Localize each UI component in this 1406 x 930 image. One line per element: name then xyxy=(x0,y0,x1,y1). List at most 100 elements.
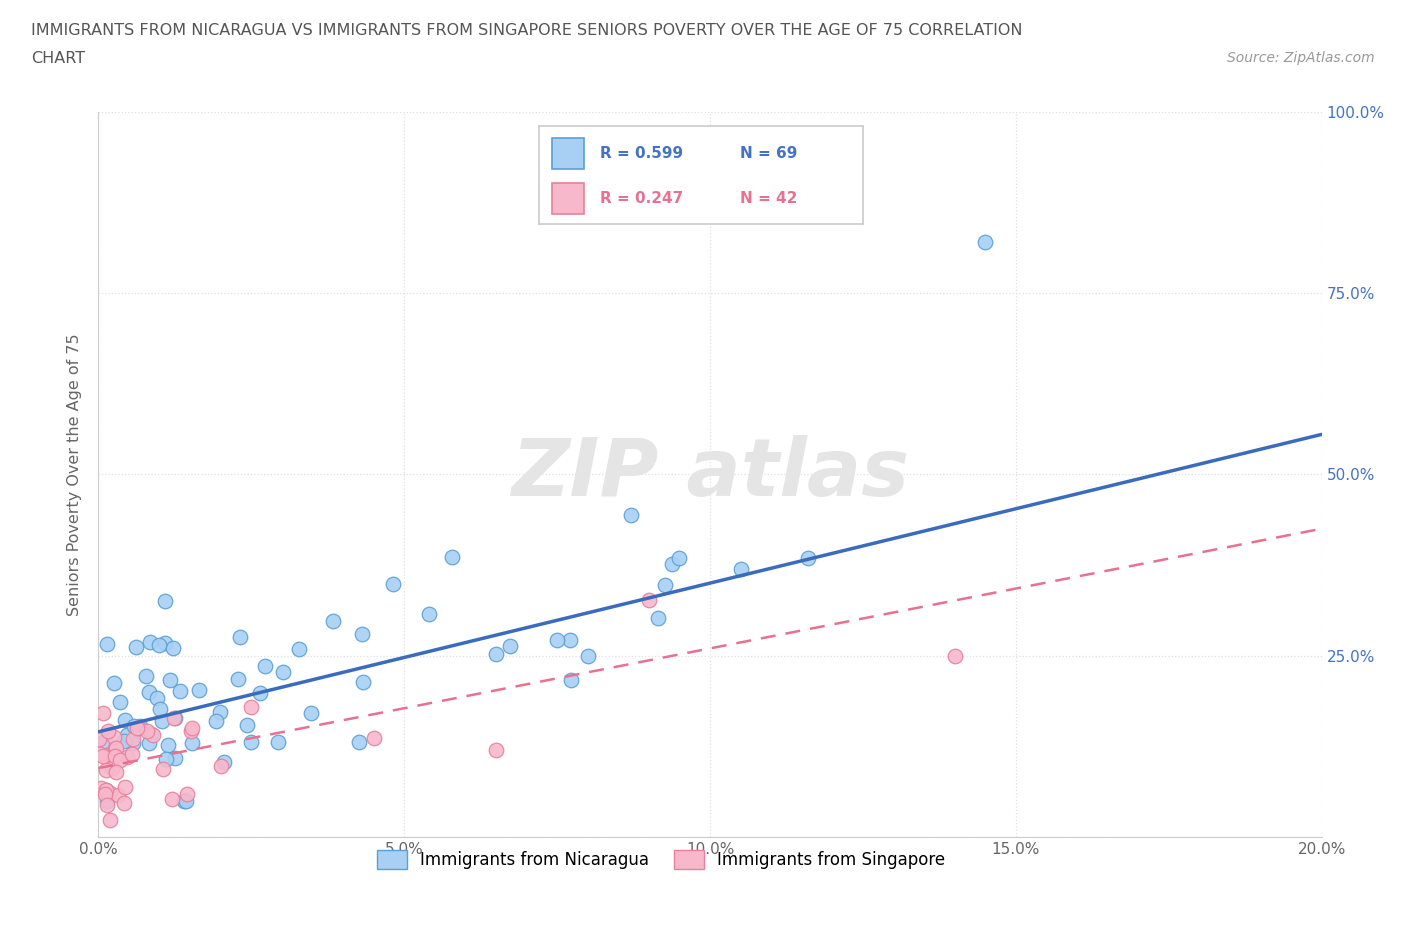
Point xyxy=(560,672,582,687)
Point xyxy=(347,735,370,750)
Point xyxy=(146,690,169,705)
Point xyxy=(654,578,676,592)
Point xyxy=(212,754,235,769)
Text: Source: ZipAtlas.com: Source: ZipAtlas.com xyxy=(1227,51,1375,65)
Point xyxy=(730,562,752,577)
Point xyxy=(89,747,111,762)
Point xyxy=(163,711,186,725)
Point xyxy=(91,706,114,721)
Point xyxy=(94,787,117,802)
Point xyxy=(943,648,966,663)
Point xyxy=(169,684,191,698)
Point xyxy=(485,646,508,661)
Point xyxy=(363,730,385,745)
Point xyxy=(148,637,170,652)
Point xyxy=(163,711,186,725)
Point xyxy=(266,734,288,749)
Point xyxy=(647,610,669,625)
Point xyxy=(114,779,136,794)
Point xyxy=(94,783,117,798)
Point xyxy=(125,720,148,735)
Point xyxy=(418,606,440,621)
Point xyxy=(96,763,118,777)
Y-axis label: Seniors Poverty Over the Age of 75: Seniors Poverty Over the Age of 75 xyxy=(67,333,83,616)
Text: ZIP atlas: ZIP atlas xyxy=(510,435,910,513)
Point xyxy=(180,724,202,738)
Point xyxy=(89,732,111,747)
Point xyxy=(97,724,120,738)
Point xyxy=(96,636,118,651)
Point xyxy=(209,705,232,720)
Point xyxy=(382,577,405,591)
Point xyxy=(93,734,115,749)
Point xyxy=(229,630,252,644)
Point xyxy=(156,737,179,752)
Point xyxy=(105,764,128,779)
Point xyxy=(135,669,157,684)
Point xyxy=(162,641,184,656)
Point xyxy=(155,751,177,766)
Point xyxy=(153,635,176,650)
Point xyxy=(546,632,568,647)
Point xyxy=(322,614,344,629)
Point xyxy=(205,713,228,728)
Point xyxy=(122,732,145,747)
Point xyxy=(174,793,197,808)
Point xyxy=(150,713,173,728)
Point xyxy=(103,675,125,690)
Point xyxy=(974,234,997,249)
Point xyxy=(112,795,135,810)
Point xyxy=(499,639,522,654)
Point xyxy=(121,746,143,761)
Point xyxy=(637,593,661,608)
Point xyxy=(110,695,132,710)
Point xyxy=(112,734,135,749)
Point xyxy=(138,736,160,751)
Point xyxy=(668,551,690,565)
Point xyxy=(299,706,322,721)
Point xyxy=(96,797,118,812)
Text: IMMIGRANTS FROM NICARAGUA VS IMMIGRANTS FROM SINGAPORE SENIORS POVERTY OVER THE : IMMIGRANTS FROM NICARAGUA VS IMMIGRANTS … xyxy=(31,23,1022,38)
Point xyxy=(181,721,204,736)
Point xyxy=(620,508,643,523)
Point xyxy=(98,812,121,827)
Point xyxy=(141,726,163,741)
Point xyxy=(129,718,152,733)
Point xyxy=(485,742,508,757)
Point xyxy=(103,730,125,745)
Point xyxy=(163,751,186,766)
Point xyxy=(142,727,165,742)
Point xyxy=(94,782,117,797)
Point xyxy=(104,749,127,764)
Point xyxy=(797,551,820,565)
Point xyxy=(176,787,198,802)
Point xyxy=(440,550,463,565)
Point xyxy=(110,753,132,768)
Point xyxy=(661,556,683,571)
Point xyxy=(240,699,263,714)
Point xyxy=(153,593,176,608)
Point xyxy=(149,701,172,716)
Point xyxy=(138,634,160,649)
Point xyxy=(101,761,124,776)
Point xyxy=(104,740,127,755)
Point xyxy=(152,762,174,777)
Point xyxy=(181,736,204,751)
Point xyxy=(254,658,277,673)
Point xyxy=(121,736,143,751)
Point xyxy=(98,747,121,762)
Point xyxy=(188,683,211,698)
Point xyxy=(125,639,148,654)
Point xyxy=(91,749,114,764)
Text: CHART: CHART xyxy=(31,51,84,66)
Point xyxy=(160,791,183,806)
Point xyxy=(159,673,181,688)
Point xyxy=(104,741,127,756)
Point xyxy=(271,664,294,679)
Point xyxy=(115,750,138,764)
Point xyxy=(209,759,232,774)
Point xyxy=(249,685,271,700)
Point xyxy=(352,627,374,642)
Point xyxy=(138,684,160,699)
Point xyxy=(90,780,112,795)
